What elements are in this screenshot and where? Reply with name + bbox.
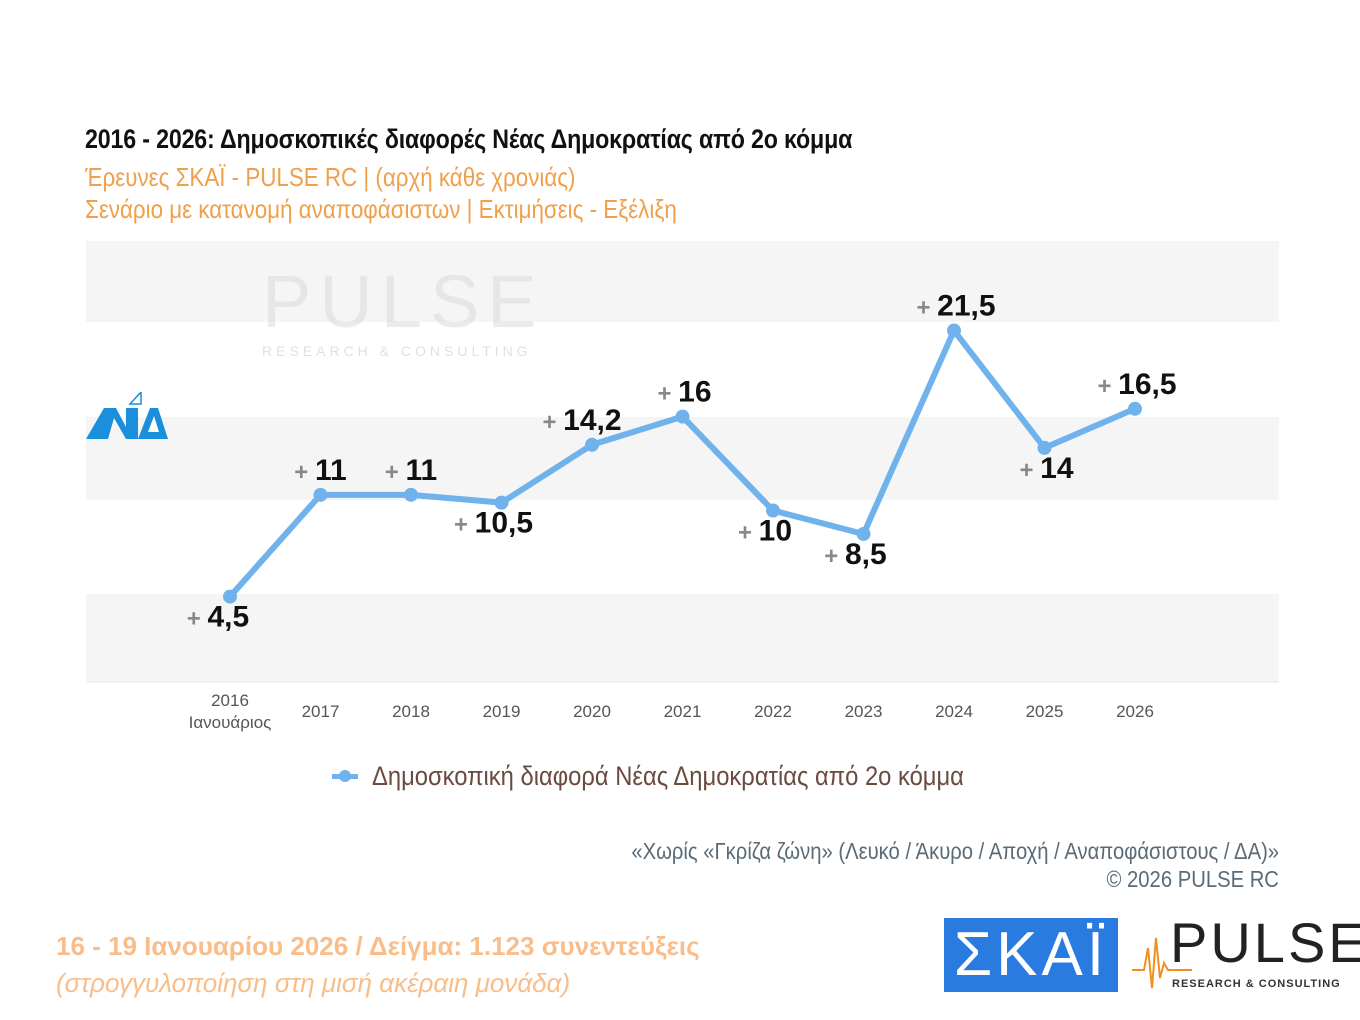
x-tick-label: 2025 <box>1026 702 1064 721</box>
pulse-watermark: PULSE RESEARCH & CONSULTING <box>262 262 545 360</box>
copyright: © 2026 PULSE RC <box>1106 866 1279 892</box>
x-tick-label: 2022 <box>754 702 792 721</box>
x-tick-label: 2016 <box>211 691 249 710</box>
x-tick-label: 2019 <box>483 702 521 721</box>
data-label: + 10,5 <box>454 507 533 540</box>
grid-band <box>86 594 1279 682</box>
data-point <box>313 487 328 502</box>
data-point <box>223 589 237 604</box>
x-tick-label: 2017 <box>302 702 340 721</box>
gray-zone-note: «Χωρίς «Γκρίζα ζώνη» (Λευκό / Άκυρο / Απ… <box>631 838 1279 864</box>
pulse-wave-icon <box>1132 937 1192 989</box>
skai-logo: ΣΚΑΪ <box>944 918 1118 992</box>
rounding-note: (στρογγυλοποίηση στη μισή ακέραιη μονάδα… <box>56 968 571 998</box>
chart-legend: Δημοσκοπική διαφορά Νέας Δημοκρατίας από… <box>332 760 1045 792</box>
data-point <box>856 526 871 541</box>
line-chart: + 4,5 + 11 + 11 + 10,5 + 14,2 + 16 + 10 + 8,5 + … <box>86 241 1279 732</box>
legend-label: Δημοσκοπική διαφορά Νέας Δημοκρατίας από… <box>372 761 964 791</box>
chart-subtitle-1: Έρευνες ΣΚΑΪ - PULSE RC | (αρχή κάθε χρο… <box>85 162 576 192</box>
grid-band <box>86 241 1279 322</box>
chart-title: 2016 - 2026: Δημοσκοπικές διαφορές Νέας … <box>85 124 853 154</box>
nd-party-logo <box>86 392 168 439</box>
x-tick-label: 2026 <box>1116 702 1154 721</box>
data-label: + 11 <box>385 454 437 487</box>
data-point <box>1128 401 1142 416</box>
pulse-logo-word: PULSE <box>1170 911 1360 974</box>
pulse-logo: PULSE RESEARCH & CONSULTING <box>1132 914 1360 994</box>
x-tick-label: 2024 <box>935 702 973 721</box>
x-tick-label: 2018 <box>392 702 430 721</box>
watermark-tagline: RESEARCH & CONSULTING <box>262 343 532 359</box>
data-point <box>675 409 690 424</box>
x-tick-label: 2021 <box>664 702 702 721</box>
data-label: + 4,5 <box>187 601 249 634</box>
data-label: + 21,5 <box>916 290 995 323</box>
grid-band <box>86 417 1279 500</box>
data-label: + 16 <box>657 376 711 409</box>
data-label: + 8,5 <box>824 538 886 571</box>
data-point <box>404 487 418 502</box>
x-tick-label: Ιανουάριος <box>189 713 272 732</box>
chart-subtitle-2: Σενάριο με κατανομή αναποφάσιστων | Εκτι… <box>85 194 677 224</box>
watermark-word: PULSE <box>262 260 545 343</box>
x-tick-label: 2020 <box>573 702 611 721</box>
legend-marker <box>332 769 358 782</box>
data-point <box>947 323 961 338</box>
data-label: + 16,5 <box>1097 368 1176 401</box>
data-point <box>494 495 509 510</box>
pulse-logo-tagline: RESEARCH & CONSULTING <box>1172 978 1341 990</box>
data-label: + 14 <box>1019 452 1073 485</box>
data-label: + 14,2 <box>542 404 621 437</box>
data-point <box>766 503 780 518</box>
data-label: + 11 <box>294 454 346 487</box>
x-tick-label: 2023 <box>845 702 883 721</box>
fieldwork-info: 16 - 19 Ιανουαρίου 2026 / Δείγμα: 1.123 … <box>56 931 700 961</box>
data-label: + 10 <box>738 515 792 548</box>
data-point <box>585 437 599 452</box>
data-point <box>1037 440 1052 455</box>
